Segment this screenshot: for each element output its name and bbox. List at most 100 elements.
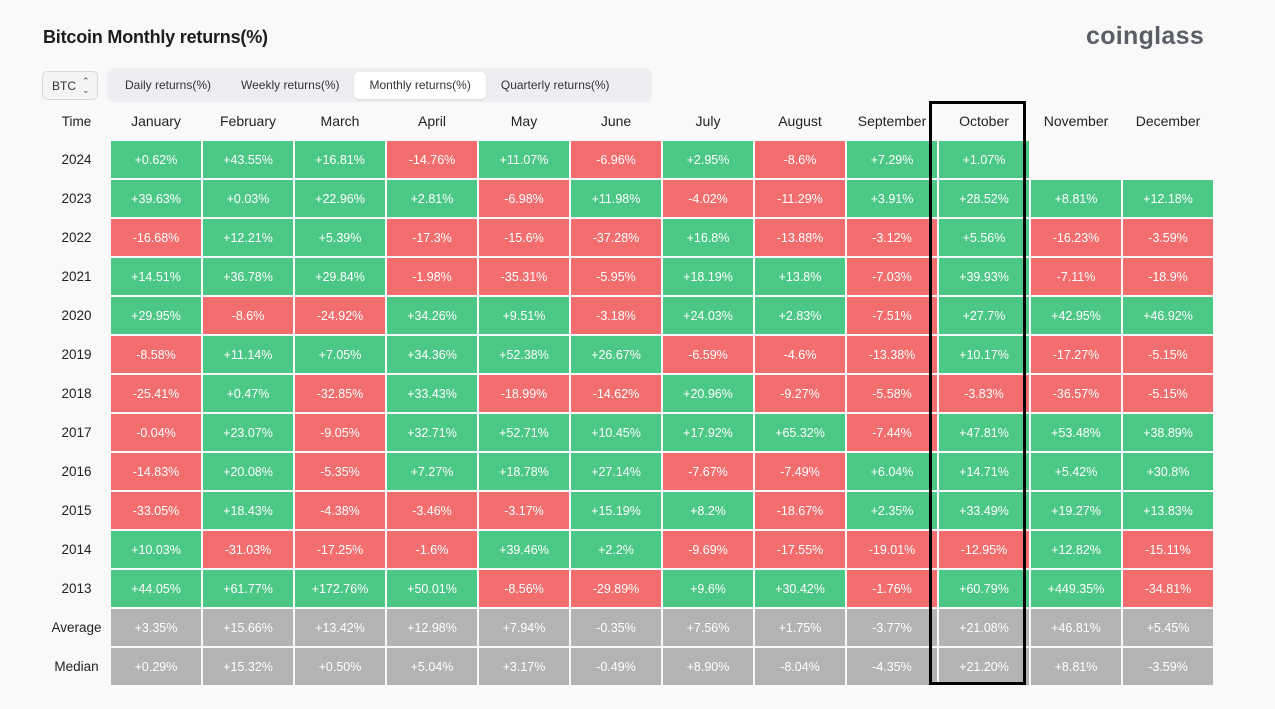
return-cell: +13.8% <box>755 258 845 295</box>
table-row: 2013 +44.05% +61.77% +172.76% +50.01% -8.56% -… <box>44 570 1213 607</box>
return-cell: -14.76% <box>387 141 477 178</box>
return-cell: +3.91% <box>847 180 937 217</box>
returns-table: Time January February March April May June July… <box>42 101 1215 687</box>
tab-weekly-returns[interactable]: Weekly returns(%) <box>241 78 340 92</box>
return-cell: -6.98% <box>479 180 569 217</box>
return-cell: +11.98% <box>571 180 661 217</box>
return-cell: +53.48% <box>1031 414 1121 451</box>
coin-select-value: BTC <box>52 78 76 93</box>
return-cell: -7.67% <box>663 453 753 490</box>
return-cell: +10.03% <box>111 531 201 568</box>
stat-cell: +8.90% <box>663 648 753 685</box>
return-cell: -3.12% <box>847 219 937 256</box>
return-cell: -3.59% <box>1123 219 1213 256</box>
return-cell: -5.35% <box>295 453 385 490</box>
stat-cell: +15.32% <box>203 648 293 685</box>
return-cell: +2.2% <box>571 531 661 568</box>
stat-cell: +13.42% <box>295 609 385 646</box>
table-row: 2021 +14.51% +36.78% +29.84% -1.98% -35.31% -5… <box>44 258 1213 295</box>
return-cell: +34.36% <box>387 336 477 373</box>
year-label: 2024 <box>61 152 92 167</box>
stat-cell: -4.35% <box>847 648 937 685</box>
return-cell: +39.93% <box>939 258 1029 295</box>
return-cell: -7.44% <box>847 414 937 451</box>
return-cell: -7.51% <box>847 297 937 334</box>
column-header: April <box>417 113 446 129</box>
year-label: 2015 <box>61 503 92 518</box>
year-label: 2022 <box>61 230 92 245</box>
return-cell: +0.47% <box>203 375 293 412</box>
table-row: 2019 -8.58% +11.14% +7.05% +34.36% +52.38% +26… <box>44 336 1213 373</box>
year-label: 2020 <box>61 308 92 323</box>
return-cell: -18.9% <box>1123 258 1213 295</box>
return-cell: -17.3% <box>387 219 477 256</box>
return-cell: -35.31% <box>479 258 569 295</box>
return-cell: -5.95% <box>571 258 661 295</box>
return-cell: -5.58% <box>847 375 937 412</box>
return-cell: +34.26% <box>387 297 477 334</box>
column-header: December <box>1135 113 1201 129</box>
return-cell: +46.92% <box>1123 297 1213 334</box>
tab-quarterly-returns[interactable]: Quarterly returns(%) <box>500 78 610 92</box>
return-cell: +26.67% <box>571 336 661 373</box>
return-cell: -16.23% <box>1031 219 1121 256</box>
return-cell: +36.78% <box>203 258 293 295</box>
return-cell: -0.04% <box>111 414 201 451</box>
return-cell: +42.95% <box>1031 297 1121 334</box>
return-cell: -37.28% <box>571 219 661 256</box>
column-header: Time <box>61 113 92 129</box>
return-cell: +7.05% <box>295 336 385 373</box>
return-cell: -32.85% <box>295 375 385 412</box>
coin-select[interactable]: BTC ⌃ ⌄ <box>42 71 98 100</box>
stat-cell: +21.08% <box>939 609 1029 646</box>
return-cell: +33.49% <box>939 492 1029 529</box>
stat-row: Average +3.35% +15.66% +13.42% +12.98% +7.94%… <box>44 609 1213 646</box>
return-cell: +60.79% <box>939 570 1029 607</box>
return-cell: +5.42% <box>1031 453 1121 490</box>
return-cell: -4.6% <box>755 336 845 373</box>
return-cell: -4.38% <box>295 492 385 529</box>
stat-cell: +21.20% <box>939 648 1029 685</box>
stat-cell: +0.29% <box>111 648 201 685</box>
return-cell: +29.95% <box>111 297 201 334</box>
return-cell: -24.92% <box>295 297 385 334</box>
brand-logo: coinglass <box>1086 22 1205 50</box>
return-cell: -14.62% <box>571 375 661 412</box>
year-label: 2016 <box>61 464 92 479</box>
return-cell: -36.57% <box>1031 375 1121 412</box>
return-cell: +14.71% <box>939 453 1029 490</box>
table-row: 2023 +39.63% +0.03% +22.96% +2.81% -6.98% +11.… <box>44 180 1213 217</box>
return-cell: -29.89% <box>571 570 661 607</box>
stat-cell: -3.77% <box>847 609 937 646</box>
stat-cell: +5.04% <box>387 648 477 685</box>
return-cell: -34.81% <box>1123 570 1213 607</box>
return-cell: +15.19% <box>571 492 661 529</box>
year-label: 2023 <box>61 191 92 206</box>
return-cell: -12.95% <box>939 531 1029 568</box>
tab-daily-returns[interactable]: Daily returns(%) <box>125 78 212 92</box>
return-cell <box>1123 141 1213 178</box>
return-cell: +16.81% <box>295 141 385 178</box>
return-cell: -13.38% <box>847 336 937 373</box>
return-cell: +43.55% <box>203 141 293 178</box>
return-cell: +11.07% <box>479 141 569 178</box>
tab-monthly-returns[interactable]: Monthly returns(%) <box>354 71 486 99</box>
return-cell: +20.96% <box>663 375 753 412</box>
return-cell: -7.03% <box>847 258 937 295</box>
stat-cell: -0.35% <box>571 609 661 646</box>
return-cell: +2.83% <box>755 297 845 334</box>
return-cell: +8.81% <box>1031 180 1121 217</box>
return-cell: +24.03% <box>663 297 753 334</box>
return-cell: -9.27% <box>755 375 845 412</box>
return-cell: +39.46% <box>479 531 569 568</box>
return-cell: +2.95% <box>663 141 753 178</box>
return-cell: +13.83% <box>1123 492 1213 529</box>
column-header: July <box>695 113 721 129</box>
year-label: 2021 <box>61 269 92 284</box>
column-header: October <box>959 113 1009 129</box>
return-cell: -8.6% <box>203 297 293 334</box>
return-cell: +9.51% <box>479 297 569 334</box>
table-row: 2015 -33.05% +18.43% -4.38% -3.46% -3.17% +15.… <box>44 492 1213 529</box>
return-cell: +6.04% <box>847 453 937 490</box>
return-cell: +52.71% <box>479 414 569 451</box>
